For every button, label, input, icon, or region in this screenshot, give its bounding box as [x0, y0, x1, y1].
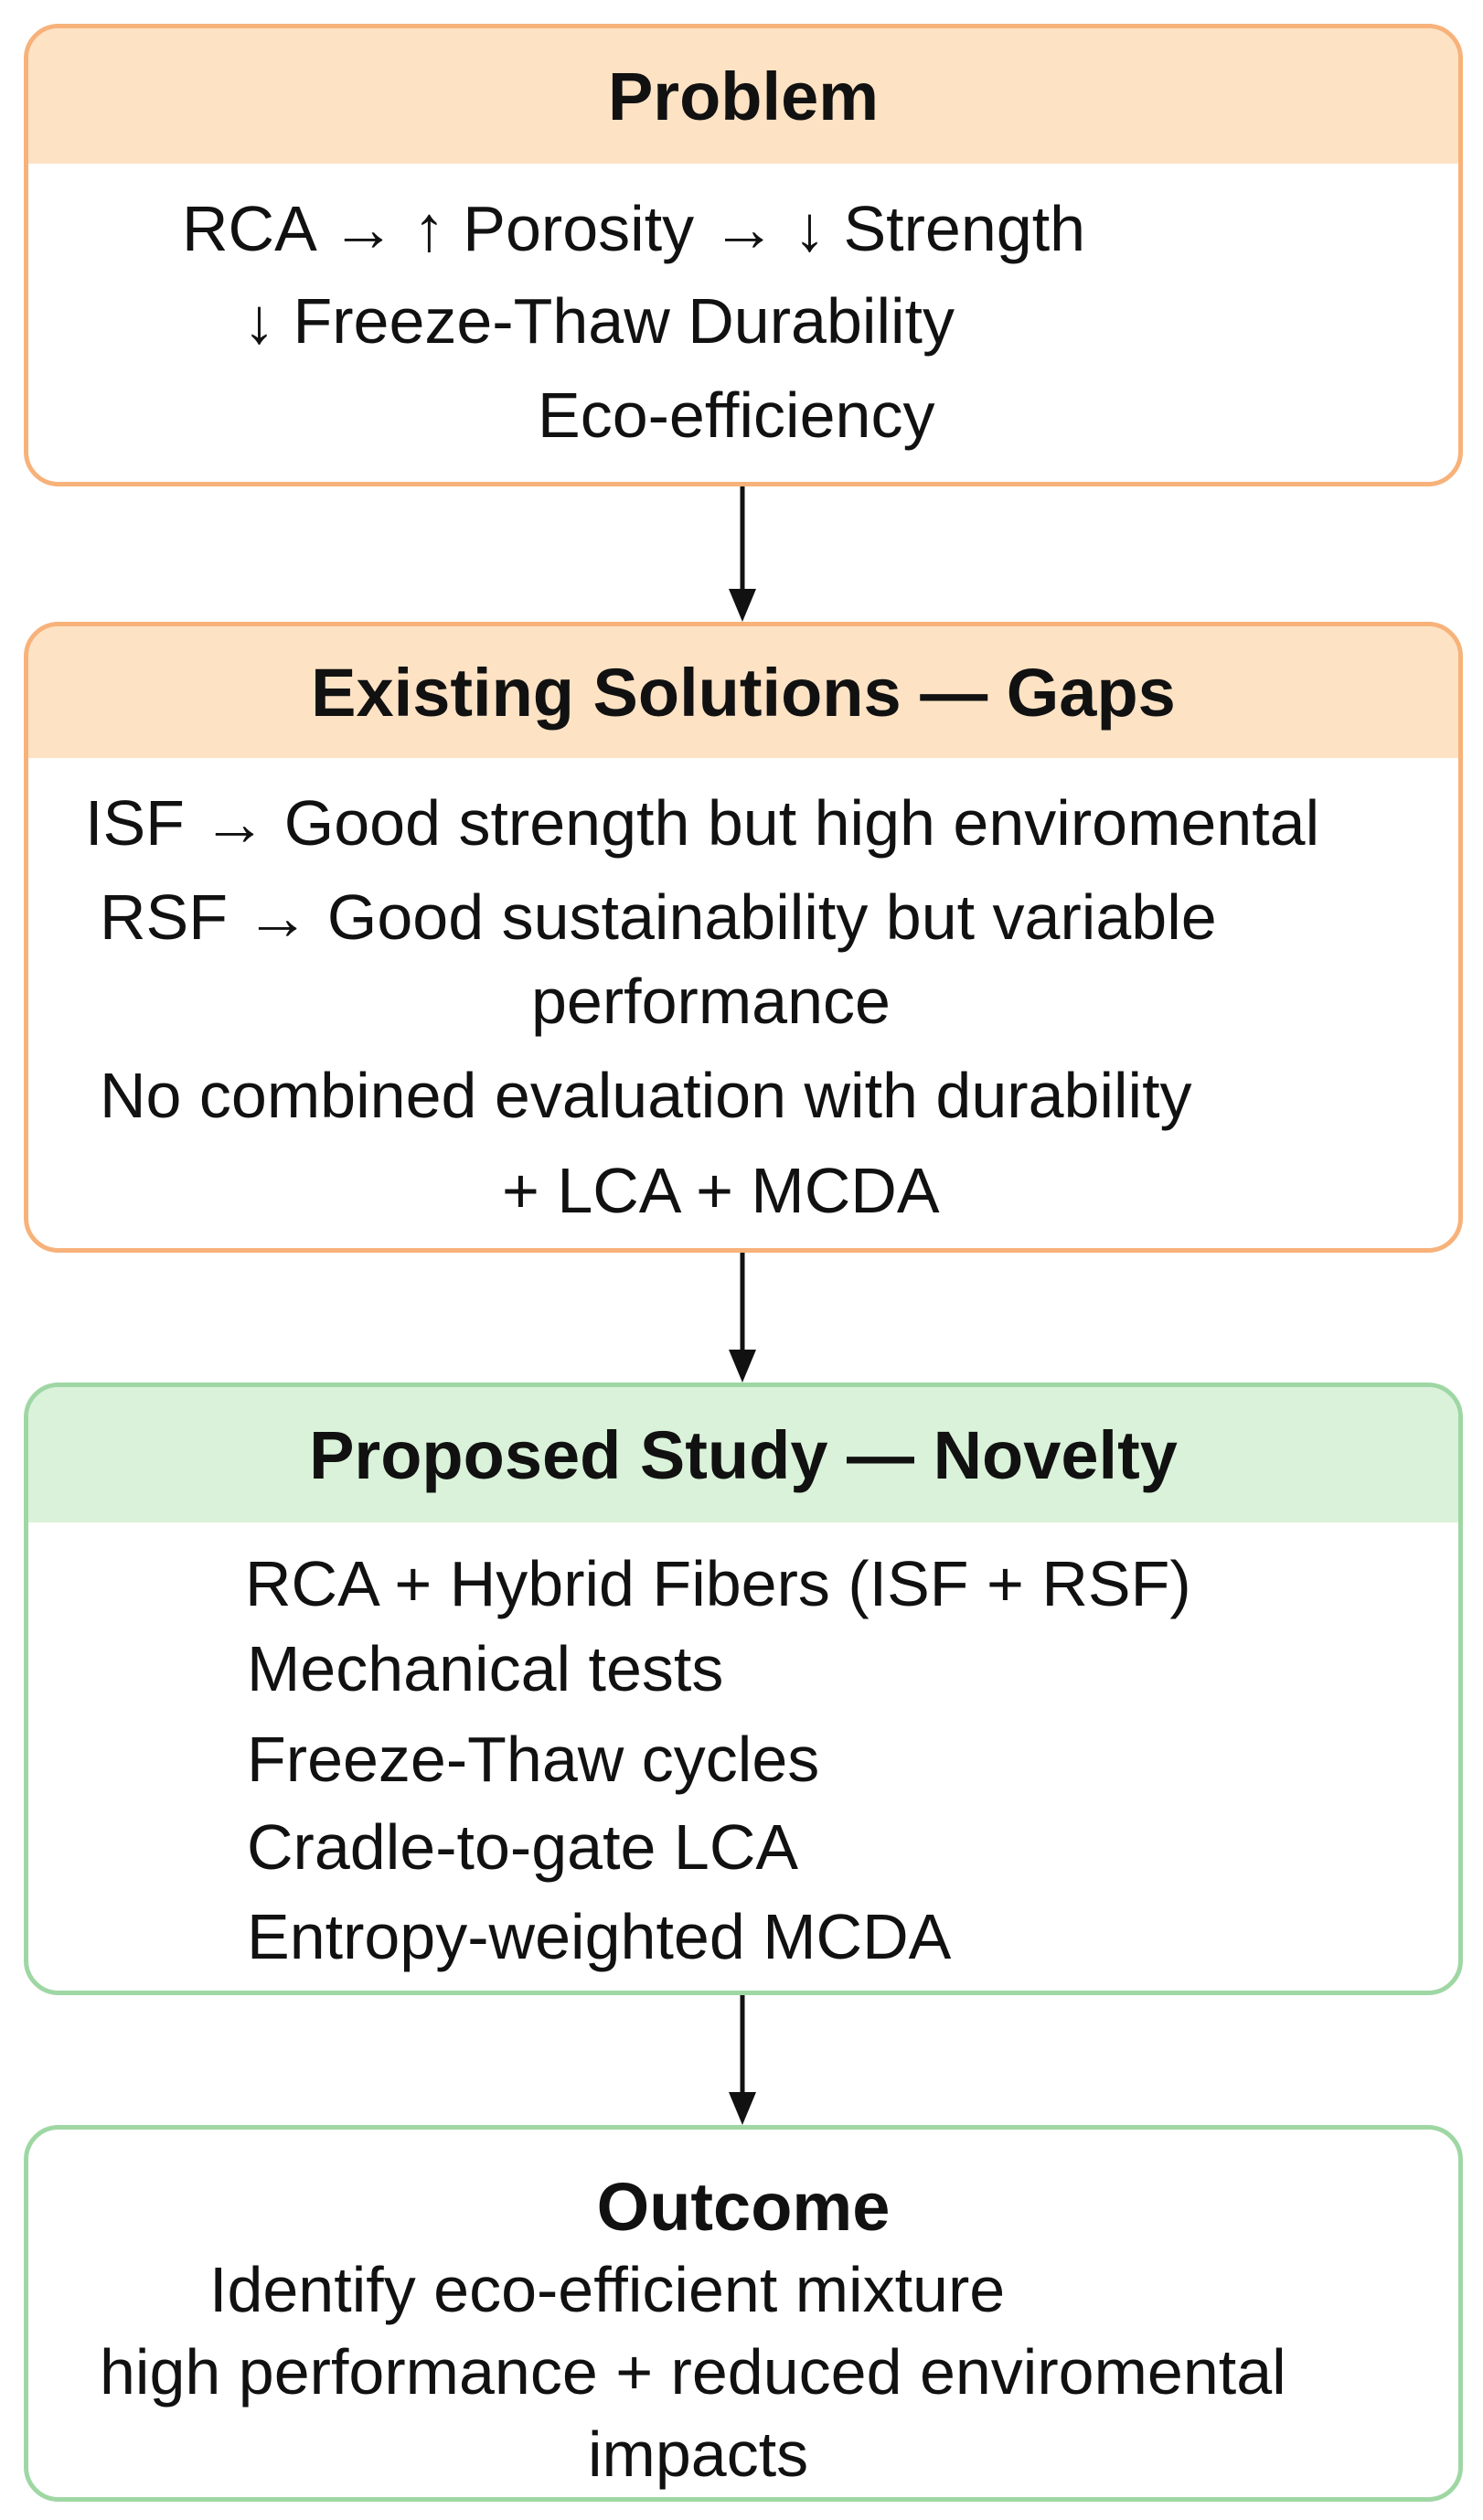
problem-box: Problem RCA → ↑ Porosity → ↓ Strength ↓ … — [24, 24, 1463, 486]
proposed-study-title: Proposed Study — Novelty — [309, 1416, 1178, 1493]
problem-line-3: Eco-efficiency — [538, 379, 935, 451]
existing-solutions-header: Existing Solutions — Gaps — [28, 626, 1458, 758]
existing-solutions-line-3: performance — [531, 966, 891, 1037]
existing-solutions-line-4: No combined evaluation with durability — [100, 1060, 1192, 1131]
existing-solutions-line-1: ISF → Good strength but high enviromenta… — [85, 787, 1320, 859]
outcome-box: Outcome Identify eco-efficient mixture h… — [24, 2125, 1463, 2502]
proposed-study-line-4: Cradle-to-gate LCA — [247, 1811, 799, 1883]
problem-line-2: ↓ Freeze-Thaw Durability — [243, 285, 955, 357]
outcome-line-2: high performance + reduced enviromental — [100, 2336, 1286, 2408]
outcome-line-1: Identify eco-efficient mixture — [209, 2254, 1006, 2325]
problem-line-1: RCA → ↑ Porosity → ↓ Strength — [182, 193, 1086, 264]
outcome-line-3: impacts — [588, 2419, 809, 2490]
proposed-study-line-1: RCA + Hybrid Fibers (ISF + RSF) — [245, 1548, 1191, 1619]
proposed-study-header: Proposed Study — Novelty — [28, 1387, 1458, 1522]
arrow-down-icon — [729, 486, 756, 622]
existing-solutions-line-5: + LCA + MCDA — [502, 1155, 940, 1226]
existing-solutions-line-2: RSF → Good sustainability but variable — [100, 881, 1217, 953]
proposed-study-box: Proposed Study — Novelty RCA + Hybrid Fi… — [24, 1383, 1463, 1995]
problem-title: Problem — [607, 58, 880, 134]
existing-solutions-box: Existing Solutions — Gaps ISF → Good str… — [24, 622, 1463, 1253]
arrow-down-icon — [729, 1995, 756, 2125]
arrow-down-icon — [729, 1253, 756, 1383]
problem-header: Problem — [28, 28, 1458, 164]
existing-solutions-title: Existing Solutions — Gaps — [311, 654, 1176, 731]
proposed-study-line-5: Entropy-weighted MCDA — [247, 1901, 952, 1972]
outcome-title: Outcome — [596, 2169, 891, 2245]
proposed-study-line-2: Mechanical tests — [247, 1633, 724, 1704]
proposed-study-line-3: Freeze-Thaw cycles — [247, 1724, 820, 1795]
